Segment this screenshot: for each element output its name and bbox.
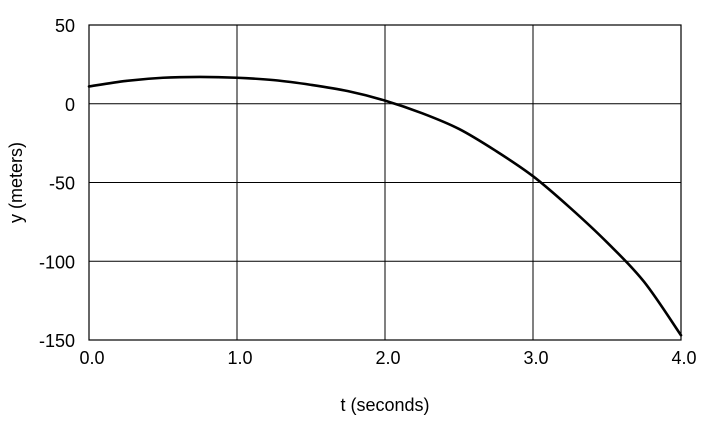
y-tick-label-1: 0 [65,95,75,115]
series-line-0 [87,75,683,337]
y-tick-label-0: 50 [55,16,75,36]
y-axis-ticks: 50 0 -50 -100 -150 [39,16,75,351]
x-tick-label-4: 4.0 [671,348,696,368]
x-tick-label-1: 1.0 [227,348,252,368]
x-tick-label-3: 3.0 [523,348,548,368]
x-axis-ticks: 0.0 1.0 2.0 3.0 4.0 [79,348,696,368]
x-tick-label-0: 0.0 [79,348,104,368]
y-tick-label-3: -100 [39,252,75,272]
y-tick-label-2: -50 [49,174,75,194]
y-tick-label-4: -150 [39,331,75,351]
series-layer [87,75,683,337]
x-axis-label: t (seconds) [340,395,429,415]
y-axis-label: y (meters) [6,142,26,223]
x-tick-label-2: 2.0 [375,348,400,368]
plot-frame [88,24,682,341]
grid [88,24,682,341]
